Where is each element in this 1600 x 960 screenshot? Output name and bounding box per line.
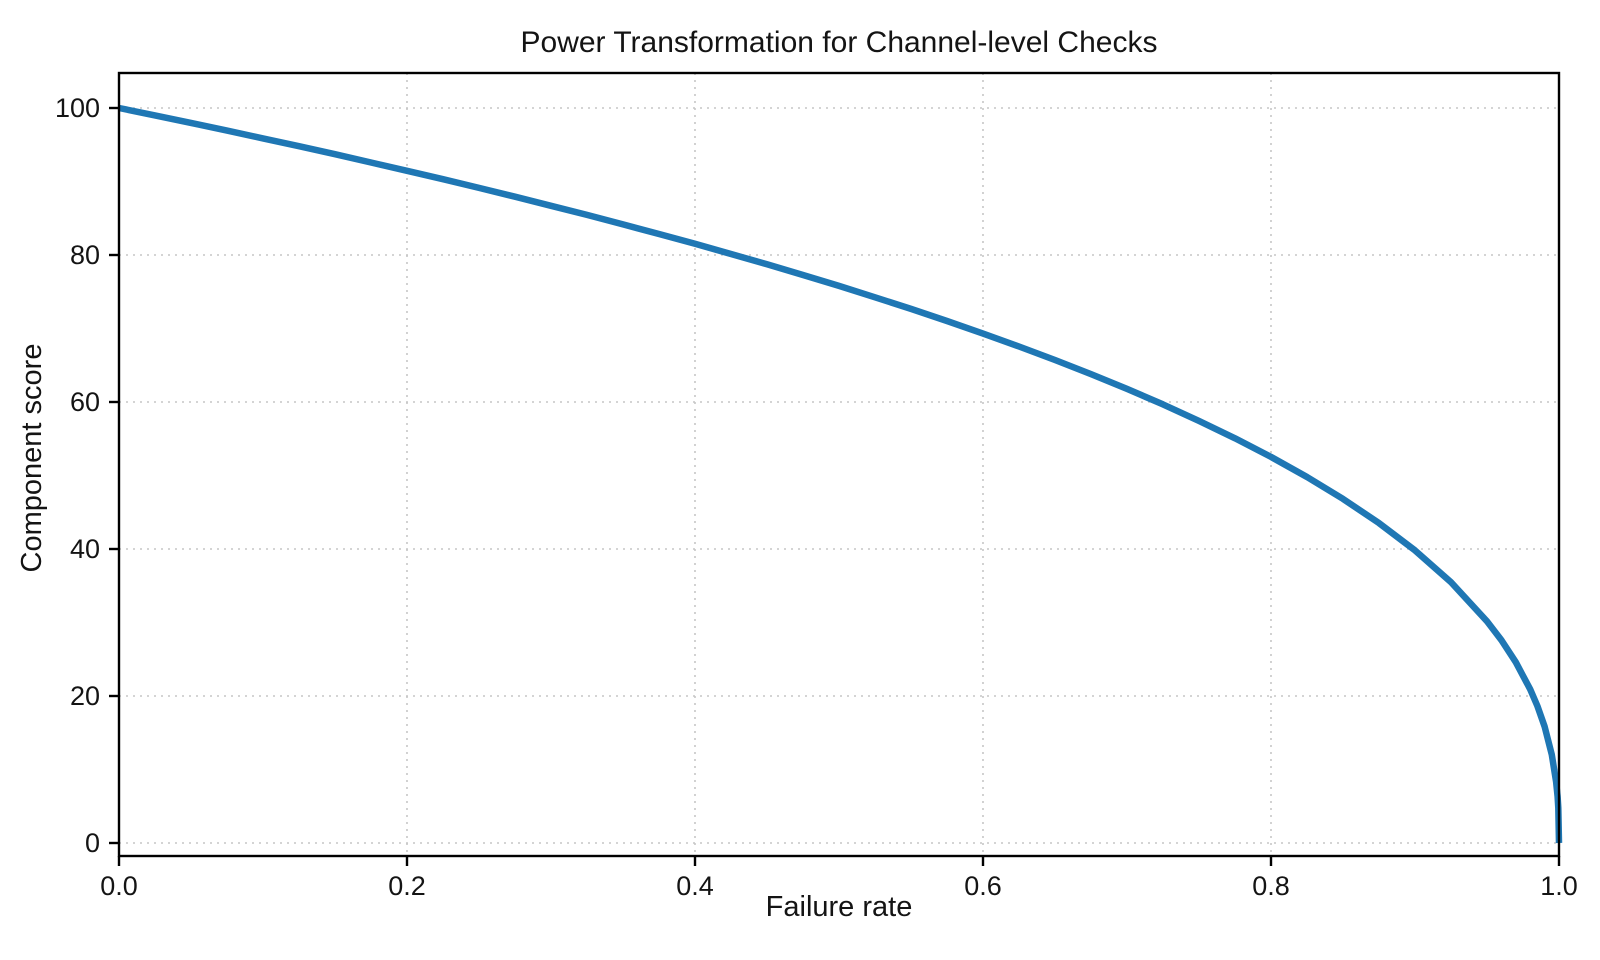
tick-labels: 0.0 0.2 0.4 0.6 0.8 1.0 0 20 40 60 80 100	[55, 93, 1578, 901]
chart-title: Power Transformation for Channel-level C…	[521, 26, 1158, 59]
x-tick-label: 0.0	[100, 871, 138, 901]
y-tick-label: 60	[70, 387, 100, 417]
tick-marks	[109, 106, 1561, 866]
y-tick-label: 20	[70, 681, 100, 711]
y-tick-label: 80	[70, 240, 100, 270]
x-tick-label: 0.6	[964, 871, 1002, 901]
y-tick-label: 0	[85, 828, 100, 858]
y-axis-label: Component score	[16, 344, 48, 573]
x-tick-label: 1.0	[1540, 871, 1578, 901]
gridlines	[118, 73, 1560, 856]
series-line-component-score	[118, 104, 1563, 844]
x-tick-label: 0.2	[388, 871, 426, 901]
y-tick-label: 40	[70, 534, 100, 564]
axes-box	[117, 71, 1561, 858]
x-axis-label: Failure rate	[766, 891, 913, 923]
x-tick-label: 0.8	[1252, 871, 1290, 901]
plot-border	[117, 71, 1561, 858]
y-tick-label: 100	[55, 93, 100, 123]
x-tick-label: 0.4	[676, 871, 714, 901]
curve-layer	[118, 104, 1563, 844]
